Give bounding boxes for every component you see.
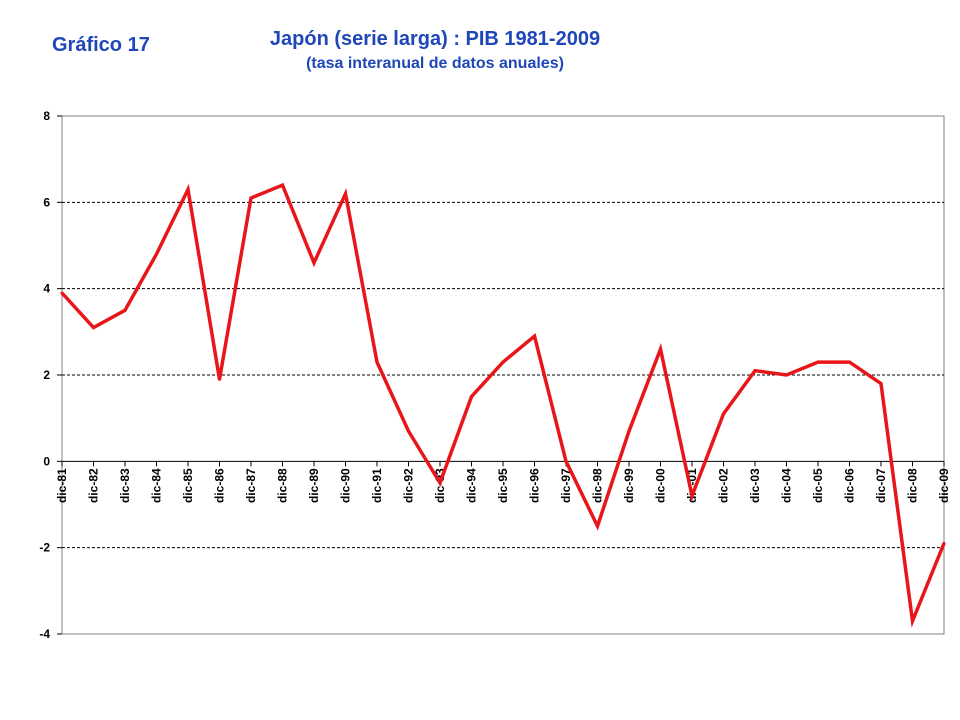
data-point xyxy=(92,326,95,330)
data-point xyxy=(470,395,473,399)
data-point xyxy=(627,429,631,433)
x-tick-label: dic-99 xyxy=(622,468,636,503)
x-tick-label: dic-95 xyxy=(496,468,510,503)
data-point xyxy=(785,373,788,377)
x-tick-label: dic-88 xyxy=(276,468,290,503)
data-point xyxy=(722,412,725,416)
y-tick-label: -4 xyxy=(39,627,50,641)
data-point xyxy=(753,369,757,373)
data-point xyxy=(218,377,221,381)
data-point xyxy=(186,187,190,191)
data-point xyxy=(911,619,914,623)
data-point xyxy=(942,541,946,545)
chart-subtitle: (tasa interanual de datos anuales) xyxy=(306,55,564,72)
data-point xyxy=(407,429,410,433)
x-tick-label: dic-03 xyxy=(748,468,762,503)
x-tick-label: dic-08 xyxy=(906,468,920,503)
x-tick-label: dic-90 xyxy=(339,468,353,503)
series-group xyxy=(60,182,946,628)
data-point xyxy=(281,183,284,187)
x-axis: dic-81 dic-82 dic-83 dic-84 dic-85 dic-86 dic-… xyxy=(55,461,951,503)
data-point xyxy=(249,196,253,200)
y-tick-label: 0 xyxy=(43,454,50,468)
x-tick-label: dic-06 xyxy=(843,468,857,503)
data-point xyxy=(596,524,599,528)
chart-label: Gráfico 17 xyxy=(52,34,150,56)
y-tick-label: 8 xyxy=(43,109,50,123)
x-tick-label: dic-98 xyxy=(591,468,605,503)
y-tick-label: 2 xyxy=(43,368,50,382)
data-point xyxy=(533,334,536,338)
x-tick-label: dic-82 xyxy=(87,468,101,503)
data-point xyxy=(123,308,127,312)
x-tick-label: dic-85 xyxy=(181,468,195,503)
x-tick-label: dic-86 xyxy=(213,468,227,503)
x-tick-label: dic-96 xyxy=(528,468,542,503)
y-tick-label: -2 xyxy=(39,541,50,555)
x-tick-label: dic-92 xyxy=(402,468,416,503)
data-point xyxy=(312,261,316,265)
x-tick-label: dic-87 xyxy=(244,468,258,503)
x-tick-label: dic-04 xyxy=(780,468,794,503)
x-tick-label: dic-84 xyxy=(150,468,164,503)
chart-title: Japón (serie larga) : PIB 1981-2009 xyxy=(269,28,601,50)
data-point xyxy=(879,382,883,386)
data-point xyxy=(816,360,820,364)
x-tick-label: dic-02 xyxy=(717,468,731,503)
x-tick-label: dic-83 xyxy=(118,468,132,503)
y-tick-label: 6 xyxy=(43,195,50,209)
x-tick-label: dic-94 xyxy=(465,468,479,503)
data-point xyxy=(848,360,851,364)
x-tick-label: dic-81 xyxy=(55,468,69,503)
data-point xyxy=(659,347,662,351)
y-tick-label: 4 xyxy=(43,282,50,296)
data-point xyxy=(501,360,505,364)
data-point xyxy=(438,481,442,485)
x-tick-label: dic-09 xyxy=(937,468,951,503)
gridlines xyxy=(62,201,944,549)
data-point xyxy=(564,459,568,463)
y-axis: -4 -2 0 2 4 6 8 xyxy=(39,109,62,641)
data-point xyxy=(690,494,694,498)
data-point xyxy=(344,192,347,196)
x-tick-label: dic-00 xyxy=(654,468,668,503)
x-tick-label: dic-91 xyxy=(370,468,384,503)
x-tick-label: dic-07 xyxy=(874,468,888,503)
data-point xyxy=(60,291,64,295)
data-point xyxy=(155,252,158,256)
x-tick-label: dic-97 xyxy=(559,468,573,503)
x-tick-label: dic-89 xyxy=(307,468,321,503)
data-point xyxy=(375,360,379,364)
x-tick-label: dic-05 xyxy=(811,468,825,503)
